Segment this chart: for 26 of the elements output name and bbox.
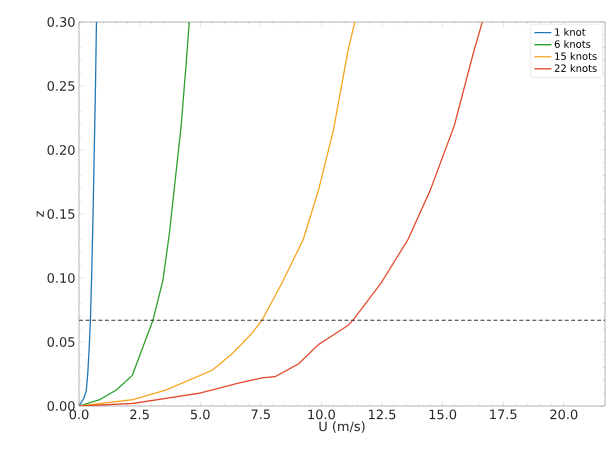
legend-label: 22 knots (554, 64, 597, 72)
x-tick-label: 15.0 (430, 410, 456, 420)
x-tick-label: 12.5 (369, 410, 396, 420)
x-axis-title: U (m/s) (319, 421, 365, 433)
legend-label: 1 knot (555, 28, 586, 36)
x-tick-label: 20.0 (550, 410, 578, 420)
y-tick-label: 0.15 (48, 209, 74, 219)
x-tick-label: 17.5 (490, 410, 516, 420)
y-tick-label: 0.05 (48, 337, 74, 347)
line-series (79, 22, 356, 406)
y-tick-label: 0.25 (48, 81, 74, 91)
x-tick-label: 7.5 (252, 410, 270, 420)
legend-label: 15 knots (555, 52, 597, 60)
x-tick-label: 10.0 (308, 410, 335, 420)
y-axis-title: z (36, 211, 44, 217)
line-series (79, 22, 190, 406)
x-tick-label: 2.5 (130, 410, 149, 420)
y-tick-label: 0.00 (48, 401, 75, 411)
y-tick-label: 0.30 (48, 17, 75, 27)
y-tick-label: 0.10 (48, 273, 75, 283)
y-tick-label: 0.20 (48, 145, 75, 155)
line-series (79, 22, 98, 406)
line-series (79, 22, 483, 406)
x-tick-label: 0.0 (70, 410, 88, 420)
x-tick-label: 5.0 (190, 410, 210, 420)
legend-label: 6 knots (554, 40, 590, 48)
